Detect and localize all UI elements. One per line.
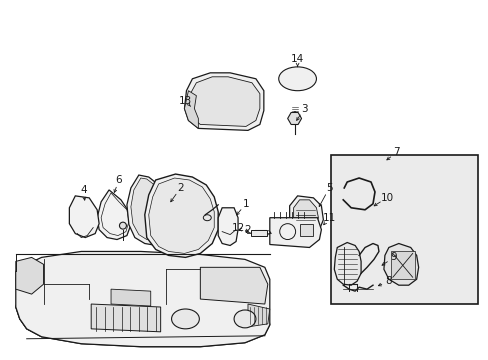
Polygon shape xyxy=(131,178,170,240)
Polygon shape xyxy=(184,73,264,130)
Polygon shape xyxy=(16,257,43,294)
Text: 10: 10 xyxy=(380,193,393,203)
Text: 14: 14 xyxy=(290,54,304,64)
Bar xyxy=(250,230,266,235)
Text: 13: 13 xyxy=(179,96,192,105)
Polygon shape xyxy=(200,267,267,304)
Ellipse shape xyxy=(278,67,316,91)
Text: 5: 5 xyxy=(325,183,332,193)
Polygon shape xyxy=(69,196,99,238)
Polygon shape xyxy=(334,243,360,285)
Text: 4: 4 xyxy=(80,185,86,195)
Text: 6: 6 xyxy=(116,175,122,185)
Polygon shape xyxy=(383,243,418,285)
Polygon shape xyxy=(188,77,259,126)
Polygon shape xyxy=(293,200,318,230)
Polygon shape xyxy=(111,289,150,306)
Text: 8: 8 xyxy=(385,276,391,286)
Text: 12: 12 xyxy=(231,222,244,233)
Polygon shape xyxy=(16,294,41,337)
Bar xyxy=(331,155,477,304)
Polygon shape xyxy=(148,178,214,253)
Polygon shape xyxy=(97,190,131,239)
Text: 7: 7 xyxy=(393,147,399,157)
Polygon shape xyxy=(144,174,218,257)
Text: 2: 2 xyxy=(244,225,251,235)
Text: 11: 11 xyxy=(322,213,335,223)
Text: 3: 3 xyxy=(301,104,307,113)
Polygon shape xyxy=(16,271,41,304)
Bar xyxy=(299,224,313,235)
Text: 2: 2 xyxy=(177,183,183,193)
Polygon shape xyxy=(269,218,321,247)
Ellipse shape xyxy=(119,222,126,229)
Polygon shape xyxy=(247,304,269,327)
Polygon shape xyxy=(16,251,269,347)
Ellipse shape xyxy=(234,310,255,328)
Polygon shape xyxy=(91,304,161,332)
Text: 9: 9 xyxy=(390,252,396,262)
Polygon shape xyxy=(289,196,323,234)
Polygon shape xyxy=(127,175,174,246)
Polygon shape xyxy=(184,91,198,129)
Polygon shape xyxy=(16,289,269,347)
Polygon shape xyxy=(390,251,414,279)
Ellipse shape xyxy=(171,309,199,329)
Text: 1: 1 xyxy=(242,199,249,209)
Polygon shape xyxy=(218,208,238,246)
